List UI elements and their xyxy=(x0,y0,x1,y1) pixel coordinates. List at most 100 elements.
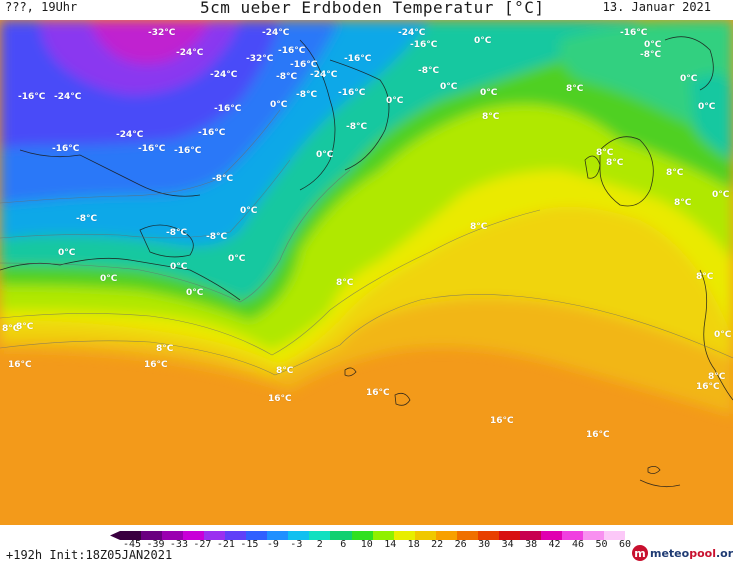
temperature-label: -16°C xyxy=(52,144,80,154)
temperature-label: -24°C xyxy=(210,70,238,80)
temperature-label: -16°C xyxy=(174,146,202,156)
scale-segment xyxy=(456,531,478,540)
africa-coastline xyxy=(639,479,681,488)
temperature-label: -16°C xyxy=(344,54,372,64)
temperature-label: 8°C xyxy=(666,168,684,178)
temperature-label: 0°C xyxy=(440,82,458,92)
temperature-label: 0°C xyxy=(474,36,492,46)
temperature-label: -24°C xyxy=(176,48,204,58)
temperature-label: -16°C xyxy=(18,92,46,102)
greenland-coastline xyxy=(299,39,336,191)
temperature-label: 0°C xyxy=(386,96,404,106)
temperature-label: -24°C xyxy=(398,28,426,38)
scale-segment xyxy=(204,531,226,540)
scale-tick-label: 18 xyxy=(407,539,420,550)
temperature-label: 16°C xyxy=(268,394,292,404)
temperature-label: 0°C xyxy=(100,274,118,284)
temperature-label: -8°C xyxy=(212,174,234,184)
temperature-label: -16°C xyxy=(138,144,166,154)
temperature-label: 0°C xyxy=(170,262,188,272)
temperature-label: 8°C xyxy=(696,272,714,282)
temperature-label: 16°C xyxy=(8,360,32,370)
scale-segment xyxy=(393,531,415,540)
scale-tick-label: -33 xyxy=(169,539,188,550)
scale-tick-label: 14 xyxy=(384,539,397,550)
scale-segment xyxy=(540,531,562,540)
temperature-label: 8°C xyxy=(606,158,624,168)
ireland-coastline xyxy=(584,155,601,179)
temperature-label: 8°C xyxy=(708,372,726,382)
canary-islands xyxy=(647,466,661,474)
scale-segment xyxy=(372,531,394,540)
scale-segment xyxy=(162,531,184,540)
temperature-label: -24°C xyxy=(262,28,290,38)
scale-segment xyxy=(288,531,310,540)
m-logo-icon: m xyxy=(632,545,648,561)
scale-segment xyxy=(604,531,626,540)
scandinavia-coastline xyxy=(664,36,714,91)
temperature-label: 16°C xyxy=(586,430,610,440)
temperature-label: -16°C xyxy=(198,128,226,138)
temperature-label: 16°C xyxy=(696,382,720,392)
forecast-init-label: +192h Init:18Z05JAN2021 xyxy=(6,548,173,562)
scale-segment xyxy=(477,531,499,540)
temperature-color-scale xyxy=(110,531,626,540)
great-britain-coastline xyxy=(599,136,654,207)
greenland-east-coastline xyxy=(329,59,390,171)
scale-segment xyxy=(583,531,605,540)
temperature-label: 0°C xyxy=(644,40,662,50)
temperature-label: 8°C xyxy=(596,148,614,158)
scale-segment xyxy=(330,531,352,540)
temperature-label: 0°C xyxy=(714,330,732,340)
temperature-label: -8°C xyxy=(166,228,188,238)
scale-segment xyxy=(519,531,541,540)
forecast-time-label: ???, 19Uhr xyxy=(5,0,78,14)
temperature-label: -8°C xyxy=(346,122,368,132)
scale-segment xyxy=(183,531,205,540)
scale-tick-label: -9 xyxy=(266,539,279,550)
temperature-label: -16°C xyxy=(278,46,306,56)
scale-segment xyxy=(246,531,268,540)
temperature-label: 0°C xyxy=(270,100,288,110)
scale-segment xyxy=(120,531,142,540)
scale-tick-label: 6 xyxy=(340,539,347,550)
temperature-label: 0°C xyxy=(316,150,334,160)
temperature-label: 0°C xyxy=(228,254,246,264)
scale-tick-label: -3 xyxy=(290,539,303,550)
scale-segment xyxy=(561,531,584,540)
scale-tick-label: 2 xyxy=(316,539,323,550)
temperature-label: -16°C xyxy=(338,88,366,98)
newfoundland-coastline xyxy=(139,224,194,258)
scale-tick-label: 38 xyxy=(525,539,538,550)
scale-tick-label: 22 xyxy=(431,539,444,550)
temperature-scale-labels: -45 -39 -33 -27 -21 -15 -9 -3 2 6 10 14 18 22 26 30 34 38… xyxy=(110,539,631,553)
scale-segment xyxy=(435,531,457,540)
temperature-label: -16°C xyxy=(620,28,648,38)
scale-tick-label: -21 xyxy=(216,539,235,550)
temperature-label: 16°C xyxy=(366,388,390,398)
scale-segment xyxy=(225,531,247,540)
temperature-label: -8°C xyxy=(296,90,318,100)
temperature-label: -16°C xyxy=(410,40,438,50)
temperature-label: 0°C xyxy=(698,102,716,112)
scale-segment xyxy=(351,531,373,540)
forecast-date: 13. Januar 2021 xyxy=(602,0,711,14)
temperature-label: -32°C xyxy=(148,28,176,38)
temperature-label: 0°C xyxy=(712,190,730,200)
temperature-label: -8°C xyxy=(76,214,98,224)
temperature-label: -32°C xyxy=(246,54,274,64)
scale-min-cap xyxy=(110,531,120,540)
temperature-label: 8°C xyxy=(16,322,34,332)
meteopool-logo[interactable]: m meteopool.org xyxy=(632,544,733,562)
temperature-label: 8°C xyxy=(674,198,692,208)
scale-tick-label: 42 xyxy=(548,539,561,550)
scale-tick-label: -15 xyxy=(240,539,259,550)
temperature-label: -24°C xyxy=(310,70,338,80)
temperature-label: 8°C xyxy=(470,222,488,232)
scale-segment xyxy=(309,531,331,540)
temperature-label: 0°C xyxy=(480,88,498,98)
scale-segment xyxy=(498,531,520,540)
temperature-label: -8°C xyxy=(418,66,440,76)
isotherm-lines xyxy=(0,109,733,376)
map-header: ???, 19Uhr 5cm ueber Erdboden Temperatur… xyxy=(0,0,733,20)
